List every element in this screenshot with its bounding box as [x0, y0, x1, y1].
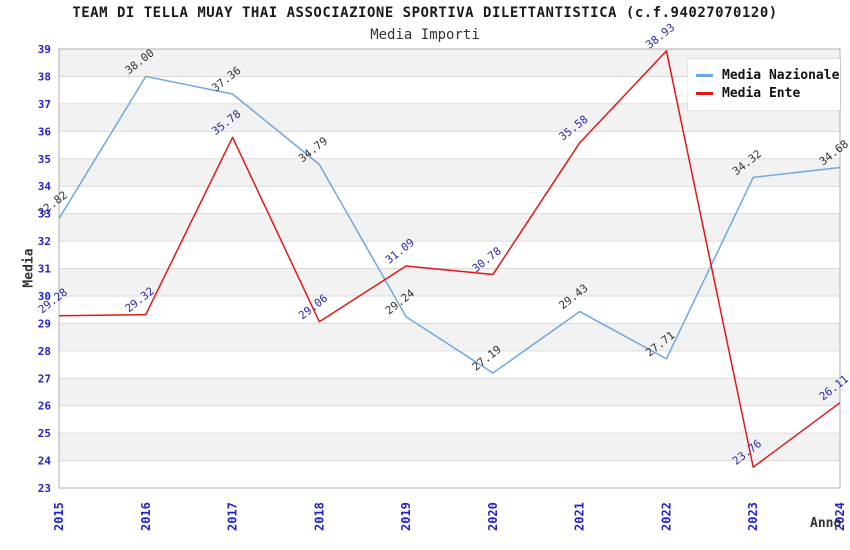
stripe-band — [59, 158, 840, 187]
x-tick-label: 2024 — [833, 502, 847, 531]
y-tick-label: 26 — [38, 400, 52, 413]
y-tick-label: 29 — [38, 317, 51, 330]
x-tick-label: 2015 — [52, 502, 66, 531]
x-tick-label: 2020 — [486, 502, 500, 531]
y-tick-label: 34 — [38, 180, 52, 193]
stripe-band — [59, 433, 840, 461]
stripe-band — [59, 268, 840, 296]
stripe-band — [59, 378, 840, 406]
y-tick-label: 31 — [38, 263, 52, 276]
y-tick-label: 24 — [38, 455, 52, 468]
x-tick-label: 2019 — [399, 502, 413, 531]
legend-item-media-ente: Media Ente — [696, 86, 840, 101]
y-tick-label: 23 — [38, 482, 51, 495]
legend-swatch-media-nazionale — [696, 74, 713, 77]
chart-subtitle: Media Importi — [370, 27, 480, 43]
x-tick-label: 2018 — [312, 502, 326, 531]
y-tick-label: 32 — [38, 235, 51, 248]
x-tick-label: 2021 — [573, 502, 587, 531]
y-tick-label: 36 — [38, 125, 52, 138]
plot-border — [58, 48, 841, 489]
data-label-media-ente: 38.93 — [643, 21, 677, 52]
x-tick-label: 2017 — [226, 502, 240, 531]
y-tick-label: 25 — [38, 427, 51, 440]
x-tick-label: 2022 — [659, 502, 673, 531]
y-tick-label: 38 — [38, 70, 51, 83]
stripe-band — [59, 213, 840, 242]
legend: Media Nazionale Media Ente — [688, 59, 840, 110]
y-tick-label: 27 — [38, 372, 51, 385]
legend-label-media-ente: Media Ente — [722, 86, 801, 101]
y-tick-label: 37 — [38, 98, 51, 111]
chart-title: TEAM DI TELLA MUAY THAI ASSOCIAZIONE SPO… — [72, 5, 778, 21]
series-line-media-nazionale — [58, 75, 841, 374]
legend-item-media-nazionale: Media Nazionale — [696, 68, 840, 83]
y-tick-label: 30 — [38, 290, 51, 303]
stripe-band — [59, 323, 840, 351]
y-tick-label: 35 — [38, 153, 51, 166]
x-tick-label: 2016 — [139, 502, 153, 531]
y-tick-label: 33 — [38, 208, 51, 221]
x-axis-title: Anno — [810, 516, 842, 531]
legend-swatch-media-ente — [696, 92, 713, 95]
x-tick-label: 2023 — [746, 502, 760, 531]
y-axis-title: Media — [21, 248, 37, 288]
y-tick-label: 28 — [38, 345, 51, 358]
legend-label-media-nazionale: Media Nazionale — [722, 68, 840, 83]
series-line-media-ente — [58, 50, 841, 468]
y-tick-label: 39 — [38, 43, 51, 56]
